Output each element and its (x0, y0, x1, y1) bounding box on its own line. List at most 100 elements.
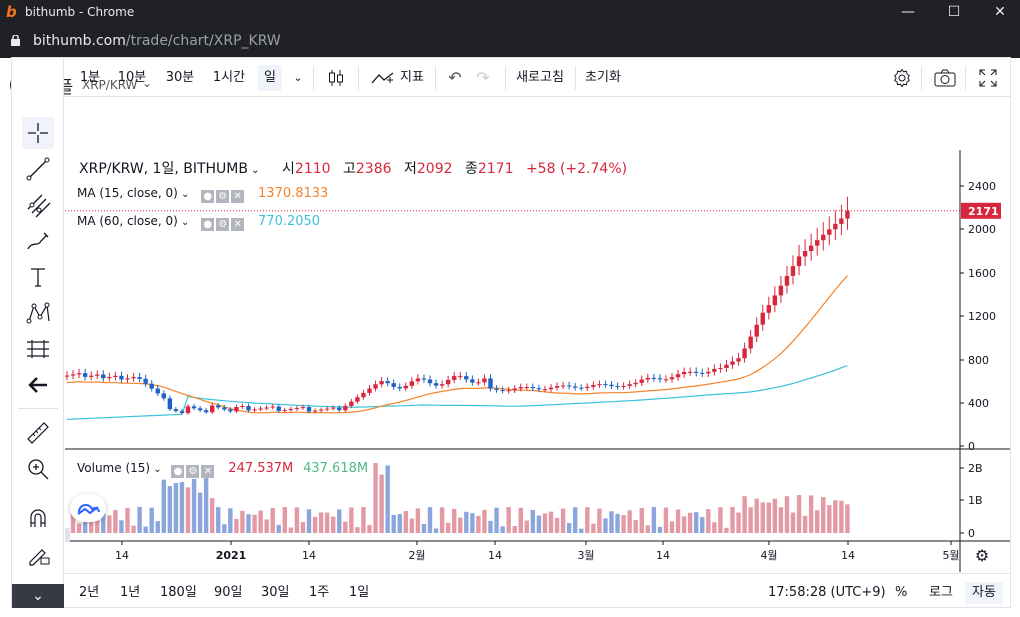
candle-body (591, 385, 596, 387)
volume-bar (427, 507, 433, 533)
eye-icon[interactable]: ● (201, 190, 215, 203)
range-180d[interactable]: 180일 (160, 585, 197, 600)
crosshair-icon[interactable] (22, 117, 54, 149)
candle-body (651, 377, 657, 379)
volume-bar (633, 520, 638, 533)
volume-ma-value: 437.618M (303, 461, 369, 476)
ruler-icon[interactable] (22, 417, 54, 449)
ma60-label[interactable]: MA (60, close, 0) (77, 214, 178, 228)
interval-dropdown-icon[interactable]: ⌄ (293, 71, 303, 84)
refresh-button[interactable]: 새로고침 (516, 70, 564, 85)
candle-body (343, 405, 348, 411)
candle-body (772, 295, 778, 306)
range-1d[interactable]: 1일 (349, 585, 370, 600)
volume-bar (500, 526, 505, 533)
redo-icon[interactable]: ↷ (476, 68, 490, 87)
collapse-toolbar-button[interactable]: ⌄ (12, 584, 64, 608)
candle-type-icon[interactable] (325, 65, 347, 91)
candle-body (433, 383, 439, 386)
candle-body (712, 368, 717, 372)
remove-icon[interactable]: ✕ (201, 465, 215, 478)
interval-1h[interactable]: 1시간 (212, 70, 246, 85)
text-icon[interactable] (22, 261, 54, 293)
candle-body (397, 386, 402, 389)
window-title: bithumb - Chrome (25, 5, 135, 19)
auto-toggle[interactable]: 자동 (965, 582, 1003, 604)
fullscreen-icon[interactable] (977, 65, 999, 91)
minimize-button[interactable]: — (901, 4, 915, 20)
volume-bar (597, 508, 602, 533)
close-window-button[interactable]: ✕ (994, 4, 1006, 20)
volume-bar (712, 522, 717, 533)
chart-area[interactable]: 2400 2000 1600 1200 800 400 0 2B 1B 0 14 2021 14 2월 14… (64, 98, 1010, 572)
percent-toggle[interactable]: % (895, 585, 908, 600)
volume-bar (760, 502, 765, 533)
volume-tick-label: 2B (968, 462, 983, 475)
clock-time[interactable]: 17:58:28 (UTC+9) (768, 585, 886, 600)
candle-body (821, 234, 826, 241)
volume-bar (790, 512, 796, 533)
candle-body (742, 348, 747, 359)
volume-bar (802, 515, 808, 533)
eye-icon[interactable]: ● (201, 218, 215, 231)
volume-bar (373, 463, 378, 533)
range-90d[interactable]: 90일 (214, 585, 243, 600)
interval-30m[interactable]: 30분 (165, 70, 195, 85)
candle-body (89, 375, 94, 377)
tradingview-logo-icon[interactable] (70, 494, 106, 522)
gear-icon[interactable]: ⚙ (216, 190, 230, 203)
eye-icon[interactable]: ● (171, 465, 185, 478)
range-bar: 2년 1년 180일 90일 30일 1주 1일 17:58:28 (UTC+9… (65, 573, 1010, 608)
browser-titlebar: b bithumb - Chrome — ☐ ✕ (0, 0, 1020, 25)
range-30d[interactable]: 30일 (261, 585, 290, 600)
legend-symbol[interactable]: XRP/KRW, 1일, BITHUMB (79, 161, 248, 177)
toolbar-divider (435, 66, 436, 90)
gear-icon[interactable]: ⚙ (216, 218, 230, 231)
indicators-icon[interactable] (370, 65, 396, 91)
ma15-label[interactable]: MA (15, close, 0) (77, 186, 178, 200)
pattern-icon[interactable] (22, 297, 54, 329)
volume-bar (476, 515, 481, 533)
chevron-down-icon[interactable]: ⌄ (142, 76, 153, 90)
range-1w[interactable]: 1주 (309, 585, 330, 600)
candle-body (530, 387, 536, 389)
range-1y[interactable]: 1년 (120, 585, 141, 600)
back-arrow-icon[interactable] (22, 369, 54, 401)
interval-1m[interactable]: 1분 (79, 70, 101, 85)
prediction-icon[interactable] (22, 333, 54, 365)
candle-body (222, 407, 227, 410)
undo-icon[interactable]: ↶ (448, 68, 462, 87)
reset-button[interactable]: 초기화 (585, 70, 621, 85)
maximize-button[interactable]: ☐ (947, 4, 961, 20)
remove-icon[interactable]: ✕ (231, 218, 245, 231)
candle-body (548, 387, 554, 390)
volume-bar (276, 524, 281, 533)
brush-icon[interactable] (22, 225, 54, 257)
candle-body (700, 372, 705, 374)
trend-line-icon[interactable] (22, 153, 54, 185)
volume-tick-label: 1B (968, 494, 983, 507)
settings-gear-icon[interactable] (891, 65, 913, 91)
log-toggle[interactable]: 로그 (929, 585, 953, 600)
camera-icon[interactable] (933, 65, 957, 91)
volume-bar (657, 526, 663, 533)
interval-10m[interactable]: 10분 (117, 70, 147, 85)
volume-label[interactable]: Volume (15) (77, 461, 151, 475)
last-price-badge (961, 202, 1001, 219)
coin-pair[interactable]: XRP/KRW (82, 78, 138, 92)
fib-channel-icon[interactable] (22, 189, 54, 221)
address-bar[interactable]: bithumb.com/trade/chart/XRP_KRW (0, 25, 1020, 58)
remove-icon[interactable]: ✕ (231, 190, 245, 203)
time-tick-label: 14 (656, 549, 670, 562)
volume-bar (821, 497, 826, 533)
lock-drawing-icon[interactable] (22, 538, 54, 570)
magnet-icon[interactable] (22, 503, 54, 535)
volume-bar (784, 496, 790, 533)
indicators-label[interactable]: 지표 (400, 70, 424, 85)
zoom-in-icon[interactable] (22, 453, 54, 485)
price-chart[interactable]: 2400 2000 1600 1200 800 400 0 2B 1B 0 14 2021 14 2월 14… (64, 98, 1010, 572)
volume-bar (518, 507, 523, 533)
interval-day[interactable]: 일 (258, 65, 282, 91)
range-2y[interactable]: 2년 (79, 585, 100, 600)
gear-icon[interactable]: ⚙ (186, 465, 200, 478)
